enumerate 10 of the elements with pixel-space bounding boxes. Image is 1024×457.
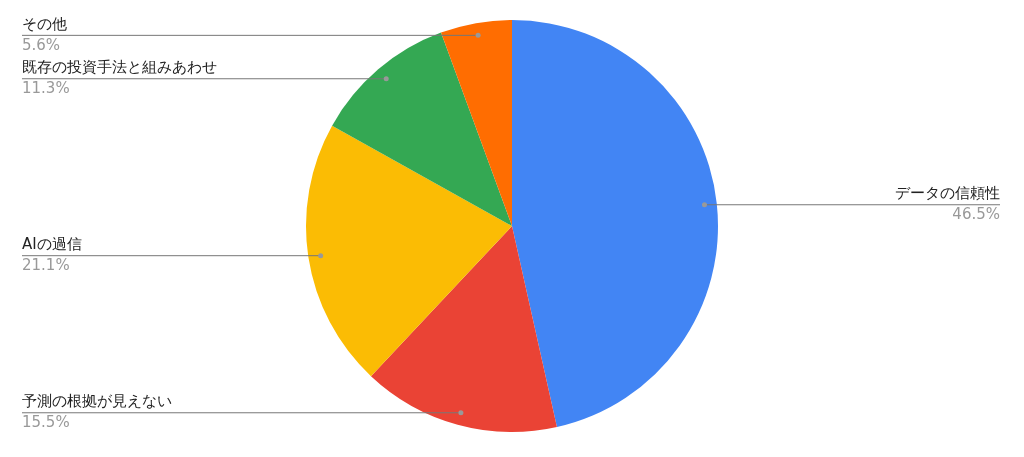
slice-label: AIの過信: [22, 235, 82, 254]
slice-label: その他: [22, 14, 67, 33]
data-label: 46.5%: [952, 205, 1000, 224]
data-label: 5.6%: [22, 35, 61, 54]
data-label: 21.1%: [22, 256, 70, 275]
slice-label: 予測の根拠が見えない: [22, 392, 172, 411]
slice-label: 既存の投資手法と組みあわせ: [22, 58, 217, 77]
data-label: 15.5%: [22, 413, 70, 432]
data-label: 11.3%: [22, 79, 70, 98]
slice-label: データの信頼性: [895, 184, 1000, 203]
